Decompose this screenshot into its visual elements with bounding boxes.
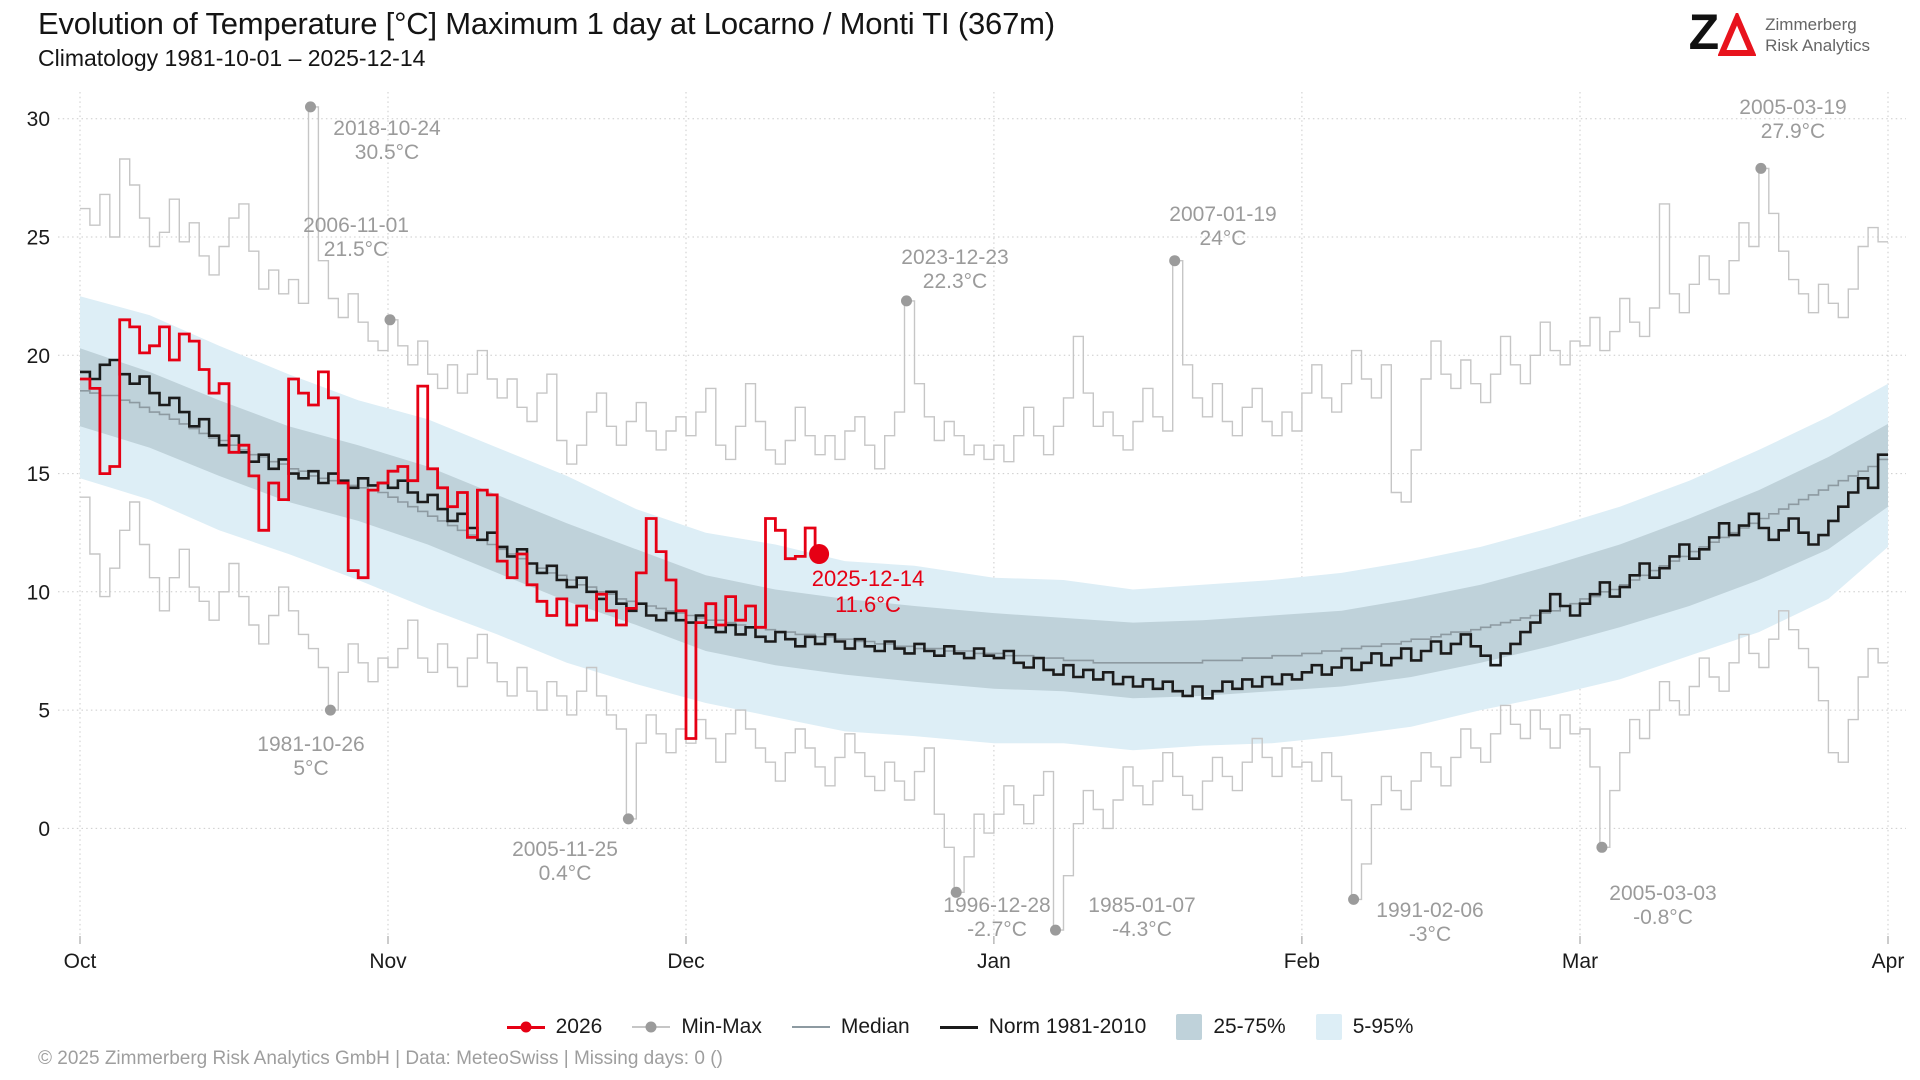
y-axis-label: 5 <box>38 700 50 723</box>
current-dot <box>809 544 830 564</box>
legend-line-sample <box>506 1021 545 1033</box>
x-axis-label: Jan <box>977 950 1011 973</box>
legend-dot <box>520 1021 532 1033</box>
annotation-temp: 22.3°C <box>923 270 987 293</box>
y-axis-label: 0 <box>38 818 50 841</box>
legend-swatch <box>1315 1014 1342 1040</box>
page-subtitle: Climatology 1981-10-01 – 2025-12-14 <box>38 45 426 71</box>
annotation-temp: -4.3°C <box>1112 918 1172 941</box>
logo-name-line1: Zimmerberg <box>1765 15 1857 34</box>
y-axis-label: 10 <box>27 581 50 604</box>
annotation-date: 2005-03-19 <box>1739 96 1846 119</box>
annotation-temp: 0.4°C <box>539 862 592 885</box>
y-axis-label: 30 <box>27 108 50 131</box>
legend-label: 2026 <box>555 1015 603 1038</box>
record-dot <box>324 704 336 716</box>
legend-label: Min-Max <box>681 1015 762 1038</box>
x-axis-label: Dec <box>667 950 704 973</box>
annotation-date: 2006-11-01 <box>303 214 409 237</box>
annotation-date: 2023-12-23 <box>901 246 1008 269</box>
record-min-line <box>80 496 1888 931</box>
annotation-temp: -2.7°C <box>967 918 1027 941</box>
legend-label: 25-75% <box>1213 1015 1286 1038</box>
annotation-temp: 24°C <box>1200 227 1247 250</box>
chart-header: Evolution of Temperature [°C] Maximum 1 … <box>38 6 1055 72</box>
y-axis-label: 15 <box>27 463 50 486</box>
record-dot <box>1169 255 1181 267</box>
legend-item-2026: 2026 <box>506 1015 603 1039</box>
record-dot <box>1755 162 1767 174</box>
x-axis-label: Apr <box>1872 950 1905 973</box>
annotation-date: 1985-01-07 <box>1088 894 1195 917</box>
legend-item-25-75-: 25-75% <box>1176 1014 1286 1040</box>
annotation-temp: 27.9°C <box>1761 120 1825 143</box>
annotation-temp: -0.8°C <box>1633 906 1693 929</box>
logo-name: Zimmerberg Risk Analytics <box>1765 14 1870 57</box>
x-axis-label: Feb <box>1284 950 1320 973</box>
current-date: 2025-12-14 <box>812 566 925 591</box>
annotation-date: 2005-03-03 <box>1609 882 1716 905</box>
logo-z-glyph: Z <box>1688 4 1719 60</box>
annotation-date: 2005-11-25 <box>512 838 618 861</box>
legend-line-sample <box>939 1025 978 1029</box>
record-dot <box>305 101 316 113</box>
record-dot <box>1596 841 1608 853</box>
annotation-date: 1996-12-28 <box>943 894 1050 917</box>
legend-item-5-95-: 5-95% <box>1315 1014 1414 1040</box>
legend: 2026 Min-Max Median Norm 1981-2010 25-75% 5-9… <box>0 1014 1920 1040</box>
record-dot <box>622 813 634 825</box>
current-temp: 11.6°C <box>835 592 901 617</box>
legend-label: Norm 1981-2010 <box>988 1015 1147 1038</box>
band-25-75 <box>80 348 1888 699</box>
legend-item-min-max: Min-Max <box>632 1015 762 1039</box>
legend-swatch <box>1176 1014 1203 1040</box>
legend-line-sample <box>791 1026 830 1028</box>
legend-label: Median <box>840 1015 910 1038</box>
x-axis-label: Nov <box>369 950 407 973</box>
annotation-date: 2018-10-24 <box>333 117 441 140</box>
record-dot <box>1348 893 1360 905</box>
annotation-date: 2007-01-19 <box>1169 203 1276 226</box>
page-title: Evolution of Temperature [°C] Maximum 1 … <box>38 6 1055 41</box>
legend-line-sample <box>632 1021 671 1033</box>
annotation-temp: 5°C <box>293 757 328 780</box>
legend-label: 5-95% <box>1352 1015 1414 1038</box>
record-dot <box>901 295 912 307</box>
y-axis-label: 25 <box>27 227 50 250</box>
record-dot <box>1050 924 1061 936</box>
x-axis-label: Oct <box>64 950 97 973</box>
footer-text: © 2025 Zimmerberg Risk Analytics GmbH | … <box>38 1048 723 1069</box>
brand-logo: Z Zimmerberg Risk Analytics <box>1688 4 1870 60</box>
logo-name-line2: Risk Analytics <box>1765 36 1870 56</box>
record-dot <box>384 314 396 326</box>
record-dot <box>950 886 962 898</box>
x-axis-label: Mar <box>1562 950 1598 973</box>
record-max-line <box>80 106 1888 503</box>
annotation-temp: 21.5°C <box>324 238 388 261</box>
annotation-temp: 30.5°C <box>355 141 419 164</box>
y-axis-label: 20 <box>27 345 50 368</box>
legend-dot <box>645 1021 657 1033</box>
legend-item-norm-1981-2010: Norm 1981-2010 <box>939 1015 1147 1039</box>
series-2026-line <box>80 318 826 740</box>
annotation-date: 1991-02-06 <box>1376 899 1483 922</box>
legend-item-median: Median <box>791 1015 910 1039</box>
logo-delta-icon <box>1718 13 1757 56</box>
annotation-temp: -3°C <box>1409 923 1451 946</box>
annotation-date: 1981-10-26 <box>257 733 364 756</box>
